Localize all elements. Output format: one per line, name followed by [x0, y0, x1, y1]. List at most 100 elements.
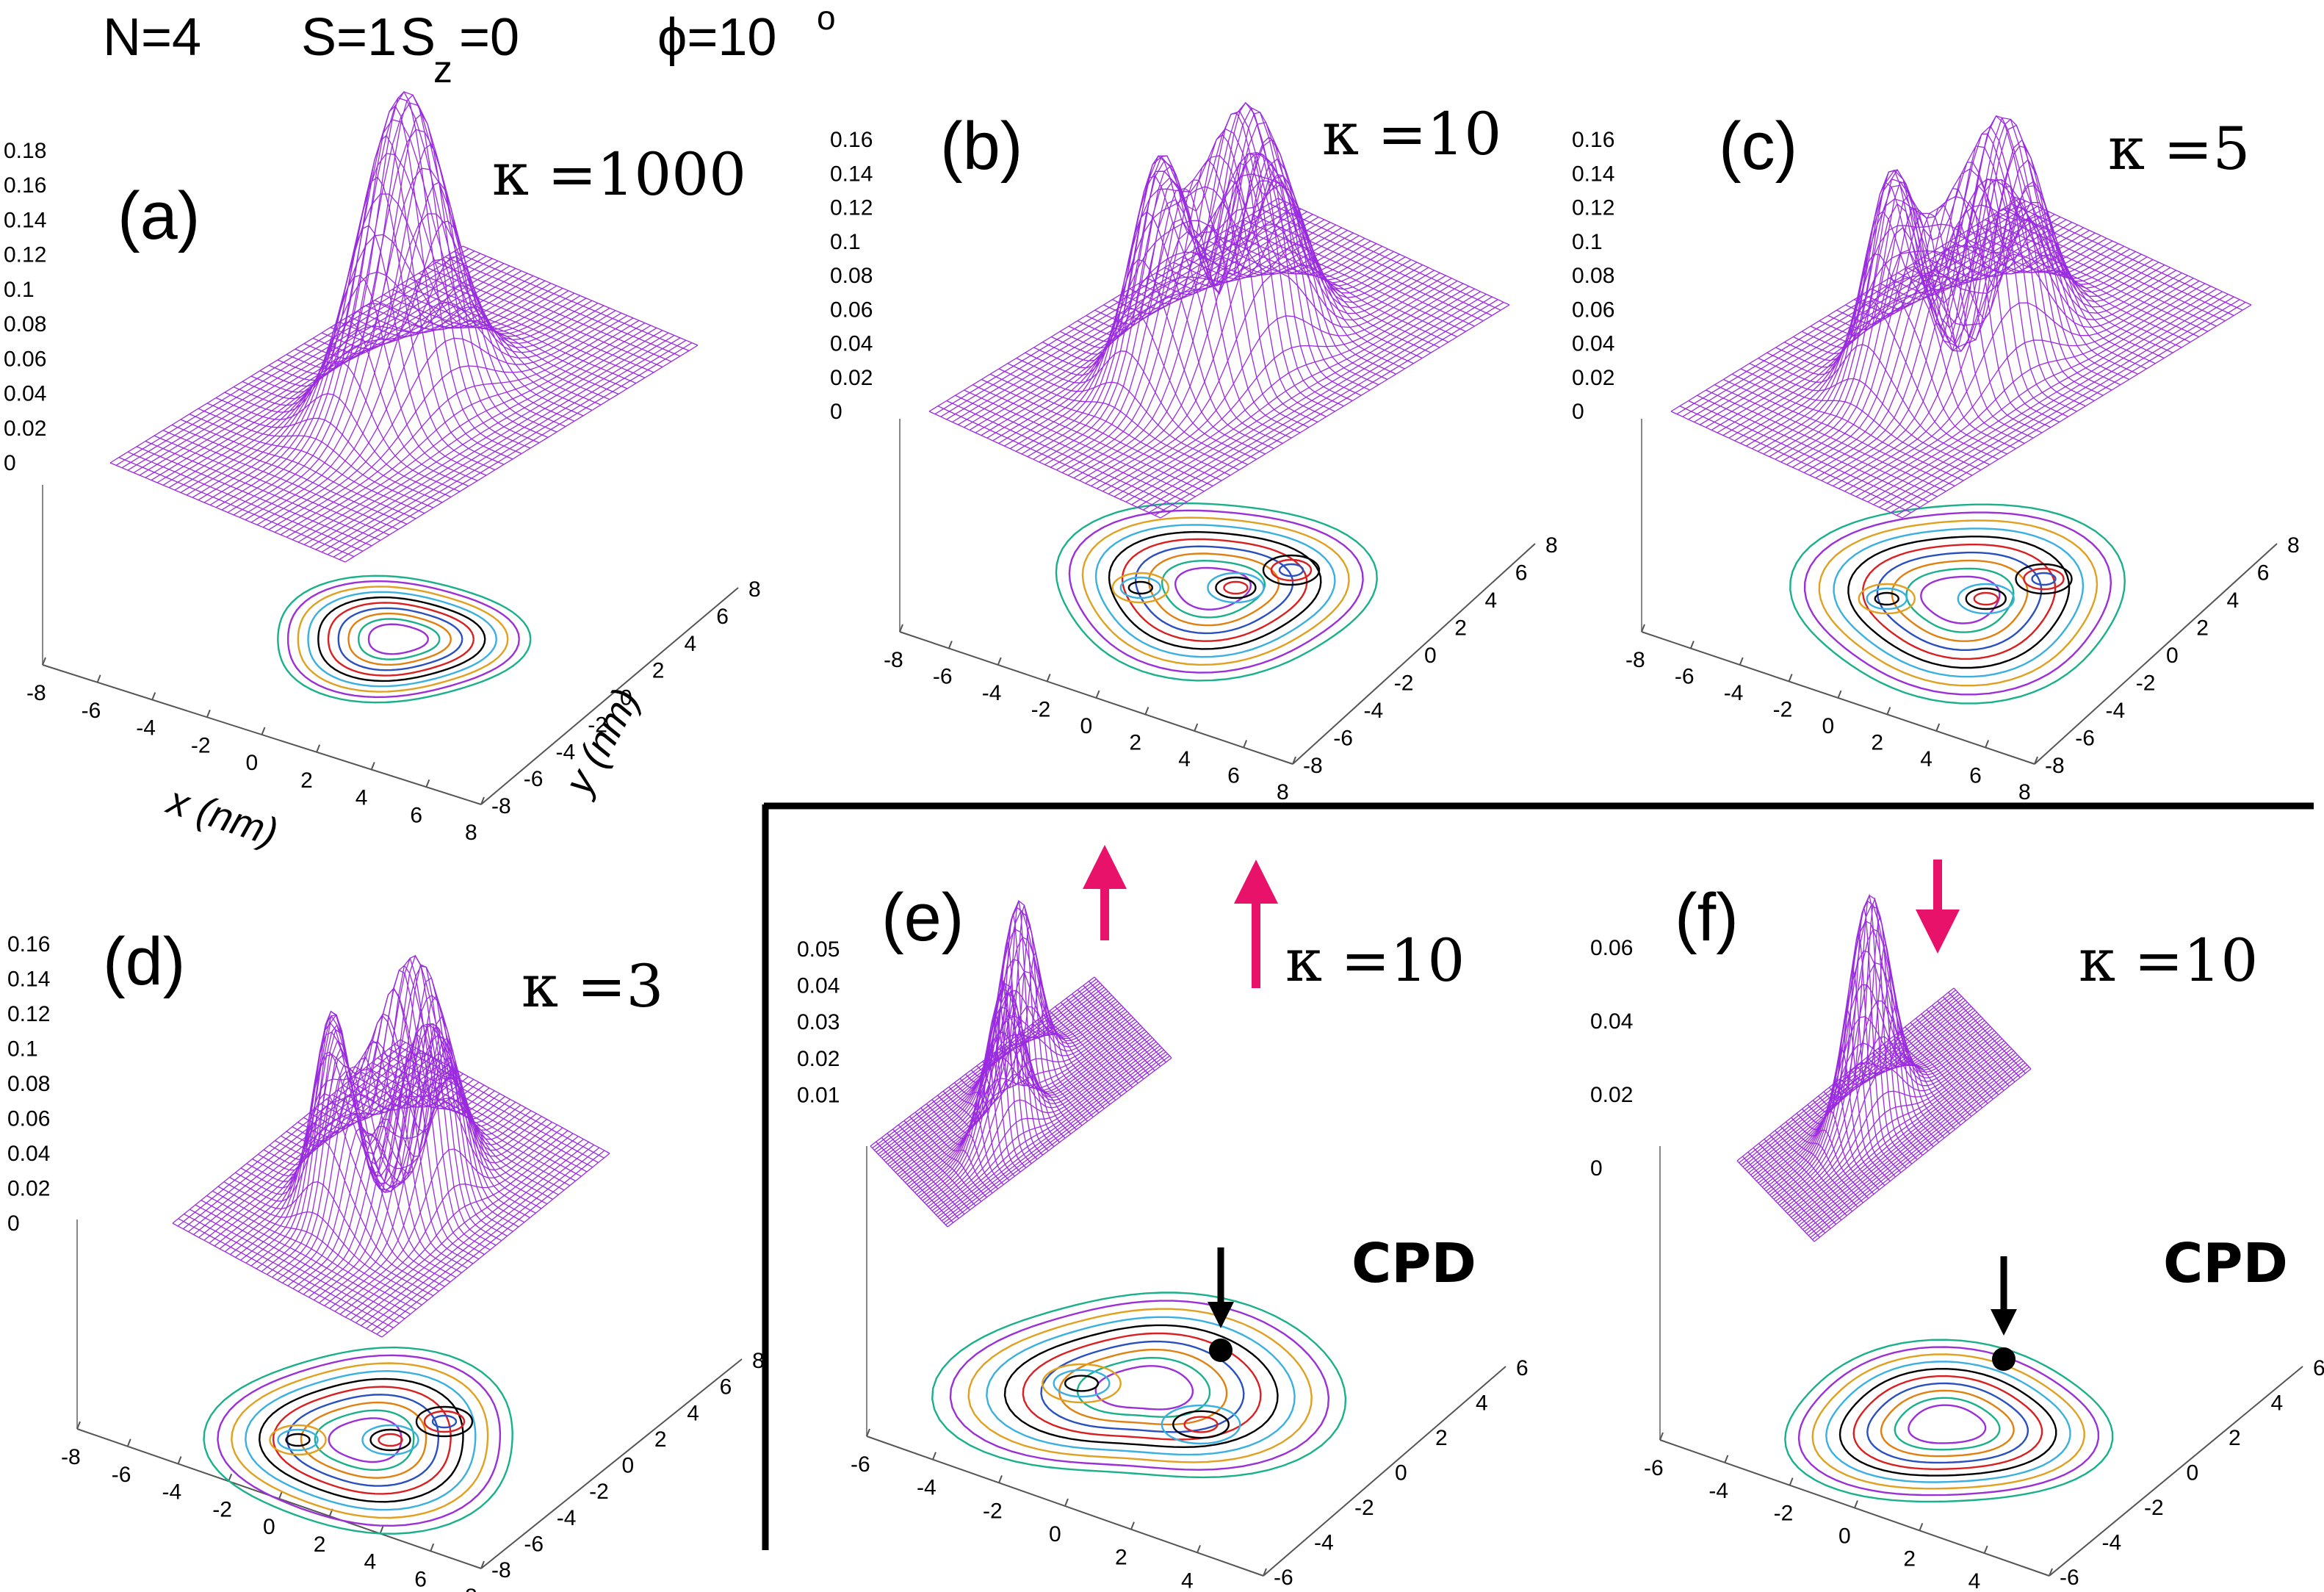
- contour-lobe-c: [1965, 587, 2007, 610]
- x-tick-c: 0: [1822, 714, 1835, 738]
- mesh-line-a: [309, 330, 663, 548]
- mesh-line-b: [1067, 173, 1418, 476]
- y-tick-c: -2: [2136, 671, 2156, 696]
- contour-lobe-c: [2031, 572, 2057, 586]
- contour-line-d: [231, 1362, 489, 1519]
- x-tick-d: 2: [314, 1532, 326, 1557]
- mesh-line-a: [109, 245, 463, 464]
- contour-line-d: [217, 1354, 502, 1527]
- contour-line-c: [1861, 544, 2057, 660]
- surface-mesh-a: [109, 90, 699, 563]
- z-tick-f: 0: [1590, 1156, 1603, 1181]
- y-tick-a: 6: [716, 605, 729, 629]
- z-tick-c: 0.02: [1572, 366, 1614, 390]
- mesh-line-d: [366, 1144, 595, 1329]
- z-tick-a: 0.04: [4, 382, 46, 406]
- x-tick-mark-b: [1144, 707, 1150, 715]
- fixed-electron-dot-e: [1209, 1339, 1233, 1362]
- contour-line-f: [1838, 1367, 2057, 1477]
- x-tick-mark-a: [425, 779, 430, 788]
- mesh-line-c: [1676, 201, 2027, 415]
- x-tick-mark-f: [1789, 1477, 1794, 1486]
- mesh-line-e: [914, 1023, 1139, 1193]
- mesh-line-a: [256, 259, 610, 525]
- mesh-line-f: [1794, 1048, 2013, 1222]
- y-tick-a: -4: [556, 740, 576, 764]
- mesh-line-a: [339, 342, 693, 561]
- mesh-line-b: [1027, 101, 1377, 458]
- mesh-line-c: [1809, 215, 2159, 476]
- contour-lobe-b: [1111, 572, 1170, 604]
- x-tick-mark-f: [1854, 1500, 1858, 1508]
- mesh-line-b: [1143, 296, 1493, 511]
- x-tick-mark-f: [1659, 1432, 1664, 1441]
- contour-lobe-e: [1183, 1416, 1219, 1433]
- cpd-label-e: CPD: [1352, 1232, 1476, 1295]
- contour-plot-b: [1055, 502, 1378, 682]
- title-sz-eq: =0: [459, 8, 519, 67]
- y-tick-b: -8: [1303, 754, 1323, 778]
- mesh-line-f: [1767, 921, 1985, 1194]
- mesh-line-f: [1775, 929, 1993, 1202]
- contour-lobe-e: [1053, 1369, 1111, 1398]
- contour-lobe-b: [1270, 558, 1313, 582]
- mesh-line-e: [935, 1045, 1161, 1216]
- x-tick-mark-a: [480, 796, 485, 805]
- panel-label-b: (b): [940, 109, 1022, 184]
- y-tick-e: -6: [1274, 1566, 1293, 1590]
- mesh-line-b: [1004, 186, 1354, 447]
- mesh-line-e: [873, 980, 1099, 1151]
- mesh-line-e: [937, 1047, 1163, 1217]
- mesh-line-e: [945, 1055, 1170, 1225]
- contour-lobe-e: [1042, 1363, 1122, 1404]
- contour-lobe-d: [269, 1424, 327, 1456]
- y-tick-c: 8: [2287, 533, 2300, 558]
- x-tick-mark-a: [261, 727, 266, 735]
- mesh-line-e: [925, 1035, 1151, 1206]
- contour-line-d: [203, 1346, 513, 1535]
- panel-label-f: (f): [1675, 880, 1739, 955]
- contour-line-d: [272, 1386, 452, 1495]
- contour-lobe-b: [1207, 572, 1265, 604]
- y-tick-f: 4: [2271, 1391, 2284, 1416]
- mesh-line-e: [922, 992, 1147, 1201]
- z-tick-d: 0.12: [7, 1002, 50, 1026]
- mesh-line-d: [187, 1048, 416, 1233]
- mesh-line-f: [1740, 991, 1958, 1166]
- contour-line-d: [328, 1417, 403, 1463]
- x-tick-mark-d: [126, 1438, 131, 1447]
- z-tick-c: 0.12: [1572, 196, 1614, 220]
- z-tick-a: 0.14: [4, 208, 46, 232]
- mesh-line-b: [934, 201, 1285, 415]
- mesh-line-c: [1705, 214, 2055, 428]
- x-tick-a: -4: [136, 716, 156, 741]
- mesh-line-a: [227, 91, 581, 514]
- contour-lobe-e: [1064, 1375, 1100, 1392]
- mesh-line-b: [940, 203, 1291, 417]
- mesh-line-a: [168, 270, 522, 489]
- x-tick-c: 4: [1920, 747, 1933, 771]
- mesh-line-a: [274, 314, 628, 533]
- mesh-line-b: [1061, 184, 1412, 473]
- floor-y-axis-e: [1263, 1366, 1506, 1577]
- x-axis-label: x (nm): [160, 777, 283, 854]
- mesh-line-c: [1844, 278, 2194, 492]
- floor-y-axis-d: [480, 1358, 743, 1569]
- mesh-line-b: [981, 222, 1331, 436]
- x-tick-d: -2: [212, 1497, 232, 1521]
- contour-lobe-d: [369, 1428, 411, 1452]
- z-tick-c: 0.08: [1572, 264, 1614, 288]
- z-tick-d: 0.16: [7, 932, 50, 957]
- contour-line-b: [1147, 552, 1280, 627]
- mesh-line-f: [1760, 1012, 1977, 1186]
- y-tick-b: 6: [1515, 561, 1528, 586]
- y-tick-b: 4: [1485, 588, 1498, 613]
- title-s: S=1: [301, 8, 397, 67]
- z-tick-c: 0.04: [1572, 332, 1614, 356]
- mesh-line-a: [245, 168, 599, 521]
- mesh-line-b: [1102, 278, 1452, 492]
- contour-line-a: [337, 607, 463, 671]
- y-tick-f: 6: [2313, 1356, 2324, 1380]
- mesh-line-d: [177, 1042, 406, 1227]
- z-tick-a: 0: [4, 451, 16, 475]
